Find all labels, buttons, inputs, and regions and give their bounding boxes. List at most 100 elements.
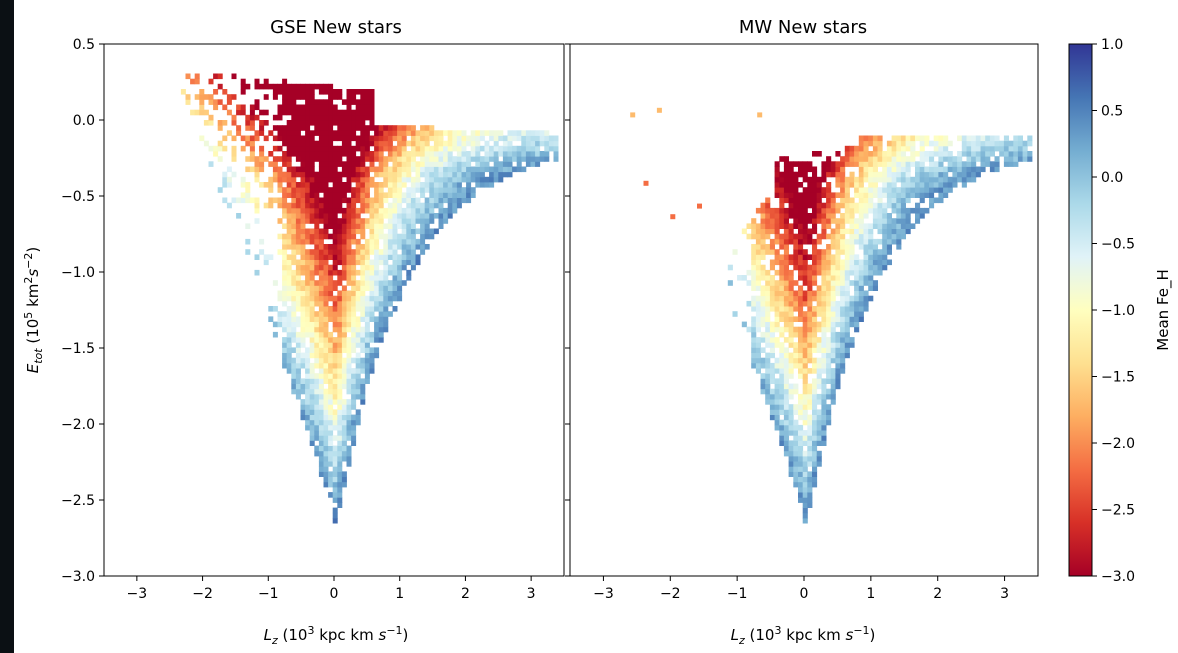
- heatmap-cell: [812, 321, 818, 328]
- heatmap-cell: [553, 156, 559, 162]
- heatmap-cell: [369, 161, 375, 167]
- heatmap-cell: [383, 306, 389, 312]
- heatmap-cell: [328, 383, 334, 390]
- heatmap-cell: [282, 99, 288, 105]
- heatmap-cell: [807, 176, 813, 183]
- heatmap-cell: [387, 145, 393, 152]
- heatmap-cell: [300, 321, 306, 328]
- heatmap-cell: [282, 357, 288, 364]
- heatmap-cell: [896, 151, 902, 157]
- heatmap-cell: [443, 176, 449, 183]
- heatmap-cell: [812, 388, 818, 395]
- heatmap-cell: [783, 156, 789, 162]
- heatmap-cell: [929, 156, 935, 162]
- heatmap-cell: [397, 280, 403, 286]
- heatmap-cell: [424, 156, 430, 162]
- heatmap-cell: [858, 290, 864, 297]
- heatmap-cell: [378, 290, 384, 297]
- heatmap-cell: [378, 233, 384, 240]
- heatmap-cell: [305, 378, 311, 384]
- heatmap-cell: [858, 285, 864, 291]
- heatmap-cell: [840, 316, 846, 322]
- heatmap-cell: [783, 399, 789, 405]
- heatmap-cell: [337, 440, 343, 446]
- heatmap-cell: [259, 249, 265, 255]
- heatmap-cell: [397, 171, 403, 178]
- heatmap-cell: [318, 409, 324, 415]
- heatmap-cell: [854, 151, 860, 157]
- heatmap-cell: [783, 197, 789, 204]
- heatmap-cell: [779, 362, 785, 369]
- heatmap-cell: [886, 145, 892, 152]
- heatmap-cell: [305, 156, 311, 162]
- colorbar-tick-label: 1.0: [1101, 37, 1123, 53]
- heatmap-cell: [788, 352, 794, 359]
- heatmap-cell: [323, 399, 329, 405]
- heatmap-cell: [896, 140, 902, 147]
- heatmap-cell: [872, 182, 878, 188]
- heatmap-cell: [475, 171, 481, 178]
- heatmap-cell: [849, 249, 855, 255]
- heatmap-cell: [466, 151, 472, 157]
- heatmap-cell: [332, 419, 338, 426]
- heatmap-cell: [401, 156, 407, 162]
- heatmap-cell: [760, 223, 766, 229]
- heatmap-cell: [337, 331, 343, 338]
- heatmap-cell: [484, 145, 490, 152]
- heatmap-cell: [323, 197, 329, 204]
- heatmap-cell: [489, 171, 495, 178]
- heatmap-cell: [798, 461, 804, 467]
- heatmap-cell: [452, 202, 458, 209]
- heatmap-cell: [807, 357, 813, 364]
- heatmap-cell: [844, 145, 850, 152]
- heatmap-cell: [788, 192, 794, 198]
- heatmap-cell: [779, 156, 785, 162]
- heatmap-cell: [802, 218, 808, 224]
- heatmap-cell: [849, 254, 855, 260]
- heatmap-cell: [835, 171, 841, 178]
- heatmap-cell: [812, 357, 818, 364]
- heatmap-cell: [788, 430, 794, 436]
- heatmap-cell: [397, 145, 403, 152]
- heatmap-cell: [249, 166, 255, 173]
- heatmap-cell: [318, 306, 324, 312]
- heatmap-cell: [863, 176, 869, 183]
- heatmap-cell: [802, 388, 808, 395]
- heatmap-cell: [410, 192, 416, 198]
- heatmap-cell: [245, 83, 251, 90]
- heatmap-cell: [369, 300, 375, 307]
- heatmap-cell: [798, 290, 804, 297]
- heatmap-cell: [924, 171, 930, 178]
- heatmap-cell: [309, 311, 315, 317]
- heatmap-cell: [802, 414, 808, 421]
- heatmap-cell: [351, 197, 357, 204]
- heatmap-cell: [507, 140, 513, 147]
- heatmap-cell: [378, 295, 384, 302]
- heatmap-cell: [374, 244, 380, 250]
- heatmap-cell: [826, 269, 832, 276]
- heatmap-cell: [355, 104, 361, 111]
- heatmap-cell: [355, 352, 361, 359]
- heatmap-cell: [323, 455, 329, 462]
- heatmap-cell: [943, 140, 949, 147]
- heatmap-cell: [351, 378, 357, 384]
- heatmap-cell: [369, 166, 375, 173]
- heatmap-cell: [323, 249, 329, 255]
- heatmap-cell: [835, 228, 841, 235]
- heatmap-cell: [484, 140, 490, 147]
- heatmap-cell: [769, 295, 775, 302]
- heatmap-cell: [863, 187, 869, 193]
- heatmap-cell: [314, 285, 320, 291]
- heatmap-cell: [360, 99, 366, 105]
- heatmap-cell: [802, 368, 808, 374]
- heatmap-cell: [779, 383, 785, 390]
- heatmap-cell: [452, 171, 458, 178]
- heatmap-cell: [291, 197, 297, 204]
- heatmap-cell: [816, 311, 822, 317]
- heatmap-cell: [346, 228, 352, 235]
- heatmap-cell: [835, 233, 841, 240]
- heatmap-cell: [305, 404, 311, 410]
- heatmap-cell: [337, 471, 343, 477]
- heatmap-cell: [788, 373, 794, 379]
- heatmap-cell: [314, 264, 320, 271]
